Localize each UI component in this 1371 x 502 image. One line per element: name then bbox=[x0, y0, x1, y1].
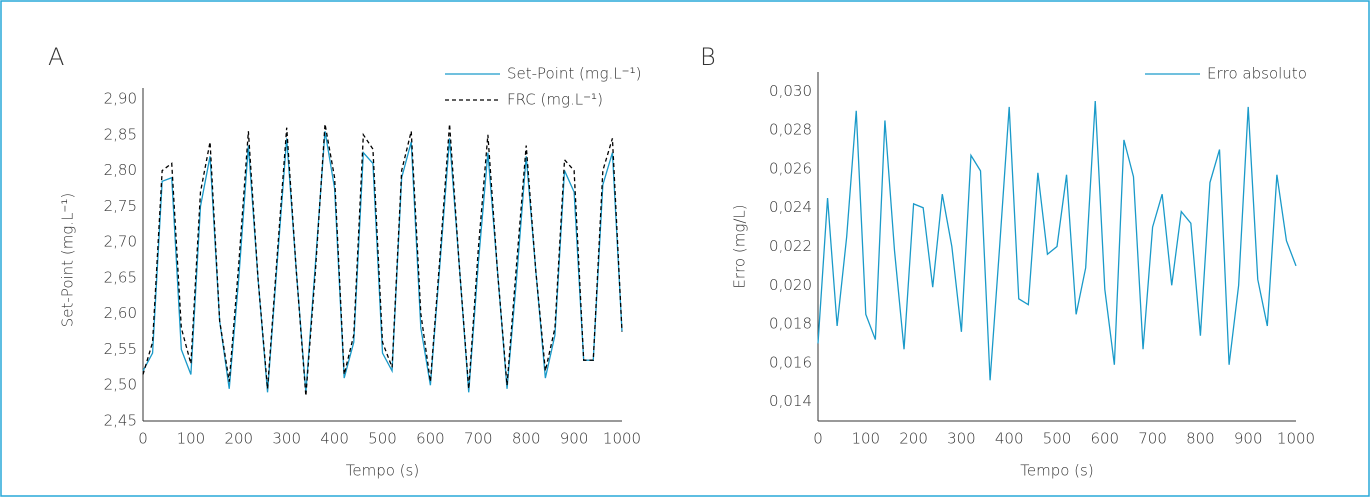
y-tick-label: 0,020 bbox=[769, 276, 812, 294]
y-tick-label: 2,80 bbox=[104, 161, 137, 179]
x-tick-label: 1000 bbox=[1277, 430, 1315, 448]
y-tick-label: 2,85 bbox=[104, 125, 137, 143]
x-tick-label: 100 bbox=[177, 430, 206, 448]
x-tick-label: 300 bbox=[272, 430, 301, 448]
y-tick-label: 2,90 bbox=[104, 90, 137, 108]
x-tick-label: 700 bbox=[464, 430, 493, 448]
y-tick-label: 2,55 bbox=[104, 340, 137, 358]
x-tick-label: 900 bbox=[1234, 430, 1263, 448]
x-tick-label: 900 bbox=[560, 430, 589, 448]
x-tick-label: 400 bbox=[995, 430, 1024, 448]
y-tick-label: 0,018 bbox=[769, 315, 812, 333]
panel-label: B bbox=[700, 43, 716, 71]
y-tick-label: 0,028 bbox=[769, 121, 812, 139]
y-tick-label: 2,75 bbox=[104, 197, 137, 215]
y-tick-label: 2,60 bbox=[104, 304, 137, 322]
x-tick-label: 800 bbox=[512, 430, 541, 448]
x-tick-label: 400 bbox=[320, 430, 349, 448]
y-axis-title: Erro (mg/L) bbox=[731, 204, 749, 288]
x-tick-label: 600 bbox=[1090, 430, 1119, 448]
y-tick-label: 0,014 bbox=[769, 392, 812, 410]
x-axis-title: Tempo (s) bbox=[346, 462, 419, 480]
series-line bbox=[817, 101, 1297, 381]
y-tick-label: 0,022 bbox=[769, 237, 812, 255]
y-tick-label: 2,45 bbox=[104, 412, 137, 430]
y-tick-label: 2,65 bbox=[104, 268, 137, 286]
x-tick-label: 600 bbox=[416, 430, 445, 448]
x-axis-title: Tempo (s) bbox=[1020, 462, 1093, 480]
legend-label: Erro absoluto bbox=[1207, 65, 1307, 83]
series-line bbox=[142, 131, 623, 393]
x-tick-label: 800 bbox=[1186, 430, 1215, 448]
x-tick-label: 100 bbox=[851, 430, 880, 448]
x-tick-label: 0 bbox=[813, 430, 823, 448]
legend-label: FRC (mg.L⁻¹) bbox=[507, 91, 603, 109]
x-tick-label: 0 bbox=[138, 430, 148, 448]
x-tick-label: 500 bbox=[1043, 430, 1072, 448]
x-tick-label: 500 bbox=[368, 430, 397, 448]
x-tick-label: 300 bbox=[947, 430, 976, 448]
y-tick-label: 2,50 bbox=[104, 376, 137, 394]
x-tick-label: 1000 bbox=[603, 430, 641, 448]
series-line bbox=[142, 123, 623, 397]
y-tick-label: 0,016 bbox=[769, 353, 812, 371]
y-tick-label: 0,026 bbox=[769, 159, 812, 177]
legend-label: Set-Point (mg.L⁻¹) bbox=[507, 65, 641, 83]
y-tick-label: 0,024 bbox=[769, 198, 812, 216]
x-tick-label: 700 bbox=[1138, 430, 1167, 448]
y-tick-label: 2,70 bbox=[104, 233, 137, 251]
x-tick-label: 200 bbox=[224, 430, 253, 448]
panel-label: A bbox=[48, 43, 64, 71]
y-tick-label: 0,030 bbox=[769, 82, 812, 100]
x-tick-label: 200 bbox=[899, 430, 928, 448]
y-axis-title: Set-Point (mg.L⁻¹) bbox=[59, 193, 77, 327]
